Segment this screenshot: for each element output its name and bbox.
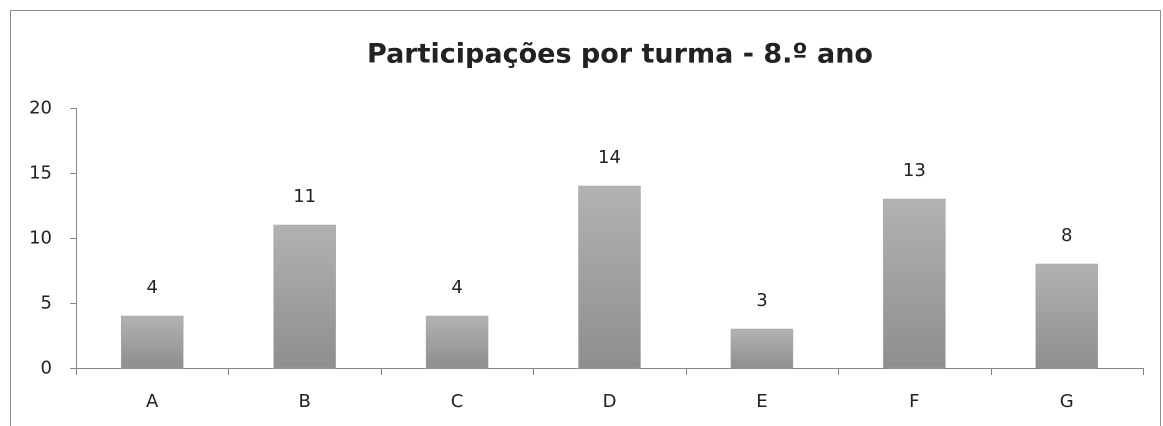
x-tick-label: A	[146, 391, 159, 412]
x-tick-label: E	[756, 391, 767, 412]
bar	[1035, 263, 1099, 369]
y-tick-label: 20	[29, 98, 52, 119]
y-tick-label: 0	[41, 358, 52, 379]
data-label: 13	[903, 160, 926, 181]
bar	[273, 224, 336, 369]
x-tick-label: G	[1060, 391, 1074, 412]
x-tick-label: B	[298, 391, 310, 412]
bar	[730, 328, 794, 369]
data-label: 4	[146, 277, 157, 298]
data-label: 11	[293, 186, 316, 207]
data-label: 3	[756, 290, 767, 311]
y-tick-label: 15	[29, 163, 52, 184]
x-tick-label: C	[451, 391, 464, 412]
bar	[883, 198, 946, 369]
data-label: 14	[598, 147, 621, 168]
y-tick-label: 10	[29, 228, 52, 249]
chart-frame	[10, 10, 1161, 426]
chart-title: Participações por turma - 8.º ano	[367, 39, 873, 70]
y-tick-label: 5	[41, 293, 52, 314]
bar	[578, 185, 641, 369]
bar	[425, 315, 489, 369]
x-tick-label: D	[603, 391, 617, 412]
bar	[120, 315, 184, 369]
data-label: 4	[451, 277, 462, 298]
x-tick-label: F	[909, 391, 919, 412]
data-label: 8	[1061, 225, 1072, 246]
